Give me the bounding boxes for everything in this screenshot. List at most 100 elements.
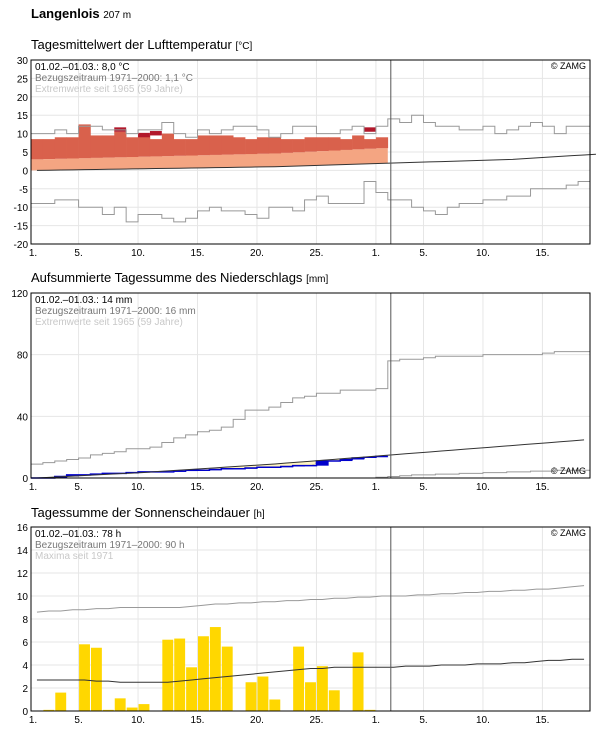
precip-ytick-label: 0 xyxy=(22,474,28,485)
precip-step-bar xyxy=(340,459,353,462)
sun-ytick-label: 0 xyxy=(22,707,28,718)
temp-info-line: 01.02.–01.03.: 8,0 °C xyxy=(35,62,130,73)
sun-title-text: Tagessumme der Sonnenscheindauer xyxy=(31,505,250,520)
sun-info-line: Maxima seit 1971 xyxy=(35,551,114,562)
temp-bar xyxy=(42,139,56,160)
temp-info-line: Bezugszeitraum 1971–2000: 1,1 °C xyxy=(35,73,193,84)
temp-bar xyxy=(233,137,246,155)
precip-title-text: Aufsummierte Tagessumme des Niederschlag… xyxy=(31,270,303,285)
precip-ytick-label: 80 xyxy=(17,351,29,362)
temp-bar xyxy=(292,139,305,153)
temp-xtick-label: 1. xyxy=(29,248,37,259)
sun-bar xyxy=(293,646,305,711)
precip-extreme-max-line xyxy=(31,351,590,465)
precip-xtick-label: 5. xyxy=(419,482,427,493)
sun-bar xyxy=(174,638,186,711)
temp-bar xyxy=(161,133,175,157)
station-elevation: 207 m xyxy=(103,10,132,21)
precip-unit: [mm] xyxy=(306,274,329,285)
sun-ytick-label: 4 xyxy=(22,661,28,672)
sun-bar xyxy=(364,709,376,711)
precip-xtick-label: 25. xyxy=(309,482,323,493)
temp-xtick-label: 25. xyxy=(309,248,323,259)
sun-bar xyxy=(43,709,55,711)
sun-ytick-label: 16 xyxy=(17,523,29,534)
temp-bar xyxy=(304,137,317,152)
temp-bar xyxy=(364,139,377,149)
temp-bar xyxy=(316,137,329,152)
temp-bar xyxy=(352,135,365,150)
temp-bar xyxy=(245,139,258,155)
temp-ytick-label: 30 xyxy=(17,56,29,67)
temp-xtick-label: 15. xyxy=(191,248,205,259)
precip-ytick-label: 120 xyxy=(11,289,28,300)
precip-xtick-label: 10. xyxy=(131,482,145,493)
sun-xtick-label: 1. xyxy=(29,715,37,726)
sun-xtick-label: 20. xyxy=(250,715,264,726)
temp-warm-mark xyxy=(364,127,376,132)
temp-bar xyxy=(173,139,186,156)
station-name: Langenlois xyxy=(31,6,100,21)
precip-frame xyxy=(30,292,591,479)
temp-bar xyxy=(90,135,103,158)
temp-normal-band xyxy=(31,148,388,171)
precip-copyright: © ZAMG xyxy=(551,466,586,476)
precip-step-bar xyxy=(316,461,329,466)
sun-bar xyxy=(90,647,102,711)
temp-ytick-label: -10 xyxy=(14,203,29,214)
precip-observed-line xyxy=(31,455,388,479)
sun-xtick-label: 5. xyxy=(419,715,427,726)
sun-chart-title: Tagessumme der Sonnenscheindauer [h] xyxy=(31,505,265,520)
temp-xtick-label: 15. xyxy=(535,248,549,259)
temp-xtick-label: 5. xyxy=(419,248,427,259)
temp-ytick-label: 20 xyxy=(17,93,29,104)
sun-unit: [h] xyxy=(253,509,265,520)
sun-ytick-label: 2 xyxy=(22,684,28,695)
sun-bar xyxy=(102,709,114,711)
temp-xtick-label: 1. xyxy=(372,248,380,259)
temp-bar xyxy=(114,131,127,158)
sun-maxima-line xyxy=(36,585,585,613)
temp-warm-mark xyxy=(149,131,162,136)
temp-bar xyxy=(102,135,115,158)
temp-bar xyxy=(328,137,341,151)
sun-xtick-label: 15. xyxy=(535,715,549,726)
temp-bar xyxy=(221,135,234,155)
temp-warm-mark xyxy=(138,132,150,138)
temp-chart-title: Tagesmittelwert der Lufttemperatur [°C] xyxy=(31,37,252,52)
sun-bar xyxy=(126,707,138,711)
sun-bar xyxy=(162,639,174,711)
precip-step-bar xyxy=(352,457,365,460)
temp-bar xyxy=(126,137,139,158)
sun-info-line: 01.02.–01.03.: 78 h xyxy=(35,529,121,540)
temp-ytick-label: 15 xyxy=(17,111,29,122)
temp-bar xyxy=(138,135,151,157)
sun-xtick-label: 10. xyxy=(131,715,145,726)
sun-normal-line xyxy=(36,658,585,683)
precip-xtick-label: 1. xyxy=(29,482,37,493)
temp-bar xyxy=(31,139,44,160)
temp-xtick-label: 20. xyxy=(250,248,264,259)
temp-bar xyxy=(209,135,222,155)
precip-info-line: 01.02.–01.03.: 14 mm xyxy=(35,295,132,306)
sun-bar xyxy=(138,704,150,711)
sun-xtick-label: 5. xyxy=(74,715,82,726)
temp-bar xyxy=(280,139,293,153)
temp-ytick-label: -20 xyxy=(14,240,29,251)
sun-bar xyxy=(79,644,90,711)
precip-ytick-label: 40 xyxy=(17,412,29,423)
temp-xtick-label: 10. xyxy=(476,248,490,259)
sun-bar xyxy=(316,666,328,711)
precip-xtick-label: 1. xyxy=(372,482,380,493)
temp-extreme-max-line xyxy=(31,114,590,138)
precip-info-line: Extremwerte seit 1965 (59 Jahre) xyxy=(35,317,183,328)
sun-xtick-label: 1. xyxy=(372,715,380,726)
temp-bar xyxy=(185,139,198,156)
sun-copyright: © ZAMG xyxy=(551,528,586,538)
sun-ytick-label: 14 xyxy=(17,546,29,557)
sun-xtick-label: 15. xyxy=(191,715,205,726)
sun-bar xyxy=(114,698,126,711)
temp-extreme-min-line xyxy=(31,180,590,223)
sun-ytick-label: 8 xyxy=(22,615,28,626)
